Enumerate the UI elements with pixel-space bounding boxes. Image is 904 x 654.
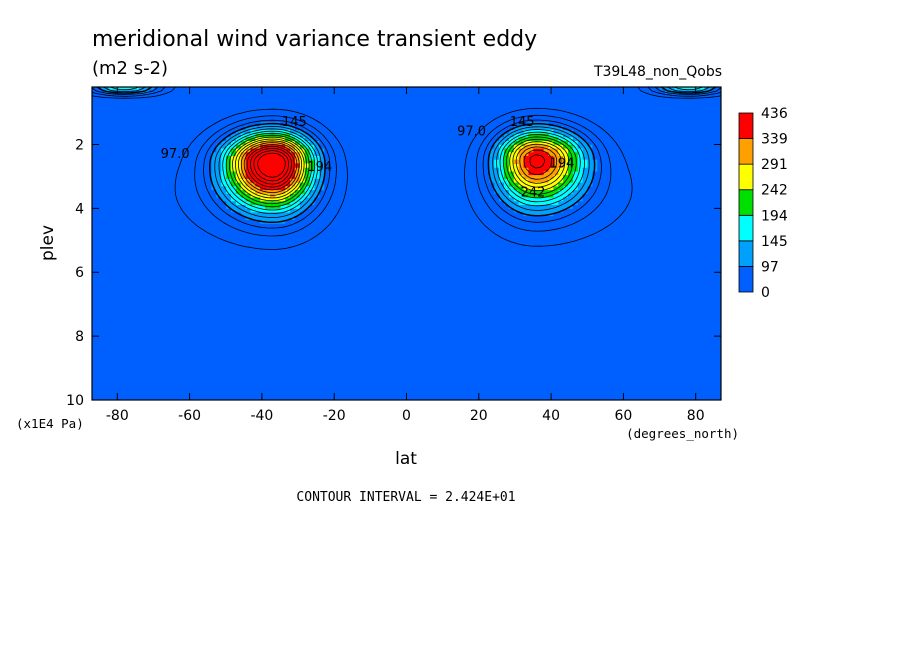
colorbar: 0 97 145 194 242 291 339 436 bbox=[738, 106, 788, 301]
colorbar-swatch bbox=[738, 138, 754, 165]
colorbar-label: 436 bbox=[761, 106, 788, 122]
x-tick-label: -40 bbox=[250, 408, 273, 424]
x-tick-label: 80 bbox=[687, 408, 705, 424]
colorbar-swatch bbox=[738, 266, 754, 293]
contour-band-6 bbox=[245, 144, 554, 191]
contour-band-1 bbox=[99, 87, 715, 224]
contour-line-9 bbox=[229, 134, 573, 205]
x-tick-label: -20 bbox=[323, 408, 346, 424]
y-tick-label: 8 bbox=[75, 329, 84, 345]
colorbar-label: 339 bbox=[761, 132, 788, 148]
y-axis: 2 4 6 8 10 bbox=[66, 137, 721, 409]
contour-line-7 bbox=[125, 87, 688, 211]
colorbar-swatch bbox=[738, 189, 754, 216]
contour-line-15 bbox=[246, 145, 546, 188]
y-axis-units: (x1E4 Pa) bbox=[16, 416, 84, 431]
contour-band-4 bbox=[230, 137, 569, 202]
contour-labels: 97.0 145 194 97.0 145 194 242 bbox=[161, 115, 575, 200]
contour-interval: CONTOUR INTERVAL = 2.424E+01 bbox=[296, 490, 515, 505]
chart-title: meridional wind variance transient eddy bbox=[92, 27, 537, 52]
colorbar-label: 0 bbox=[761, 285, 770, 301]
contour-line-17 bbox=[253, 150, 289, 182]
colorbar-label: 194 bbox=[761, 208, 788, 224]
contour-line-8 bbox=[225, 132, 577, 208]
contour-line-5 bbox=[103, 87, 710, 218]
x-tick-label: -60 bbox=[178, 408, 201, 424]
x-axis: -80 -60 -40 -20 0 20 40 60 80 bbox=[106, 87, 705, 424]
contour-label: 97.0 bbox=[161, 147, 190, 162]
contour-line-11 bbox=[235, 138, 566, 199]
contour-label: 97.0 bbox=[457, 125, 486, 140]
contour-label: 242 bbox=[521, 185, 546, 200]
plot-background bbox=[92, 87, 721, 400]
x-axis-units: (degrees_north) bbox=[626, 426, 739, 441]
x-tick-label: 20 bbox=[470, 408, 488, 424]
colorbar-swatch bbox=[738, 112, 754, 139]
colorbar-swatch bbox=[738, 214, 754, 242]
contour-line-3 bbox=[92, 87, 721, 229]
contour-band-5 bbox=[240, 141, 564, 198]
contour-lines bbox=[92, 87, 721, 250]
colorbar-label: 291 bbox=[761, 157, 788, 173]
colorbar-label: 242 bbox=[761, 183, 788, 199]
run-label: T39L48_non_Qobs bbox=[593, 64, 722, 80]
contour-line-18 bbox=[257, 152, 286, 178]
contour-label: 194 bbox=[550, 157, 575, 172]
contour-line-14 bbox=[243, 144, 553, 191]
colorbar-label: 97 bbox=[761, 259, 779, 275]
colorbar-label: 145 bbox=[761, 234, 788, 250]
contour-label: 194 bbox=[307, 160, 332, 175]
contour-line-13 bbox=[240, 142, 558, 193]
contour-label: 145 bbox=[510, 115, 535, 130]
x-tick-label: 40 bbox=[542, 408, 560, 424]
contour-line-4 bbox=[96, 87, 717, 224]
x-axis-label: lat bbox=[395, 449, 417, 469]
y-tick-label: 4 bbox=[75, 201, 84, 217]
plot-area bbox=[92, 87, 721, 400]
x-tick-label: 60 bbox=[614, 408, 632, 424]
x-tick-label: 0 bbox=[402, 408, 411, 424]
contour-line-2 bbox=[92, 87, 721, 237]
y-tick-label: 6 bbox=[75, 265, 84, 281]
y-tick-label: 10 bbox=[66, 393, 84, 409]
contour-label: 145 bbox=[282, 115, 307, 130]
chart-units: (m2 s-2) bbox=[92, 58, 168, 79]
contour-line-10 bbox=[232, 136, 570, 202]
contour-line-1 bbox=[92, 87, 721, 250]
colorbar-swatch bbox=[738, 240, 754, 267]
x-tick-label: -80 bbox=[106, 408, 129, 424]
colorbar-swatch bbox=[738, 163, 754, 191]
y-axis-label: plev bbox=[38, 225, 58, 261]
contour-line-12 bbox=[238, 140, 562, 196]
y-tick-label: 2 bbox=[75, 137, 84, 153]
contour-line-16 bbox=[250, 148, 292, 185]
